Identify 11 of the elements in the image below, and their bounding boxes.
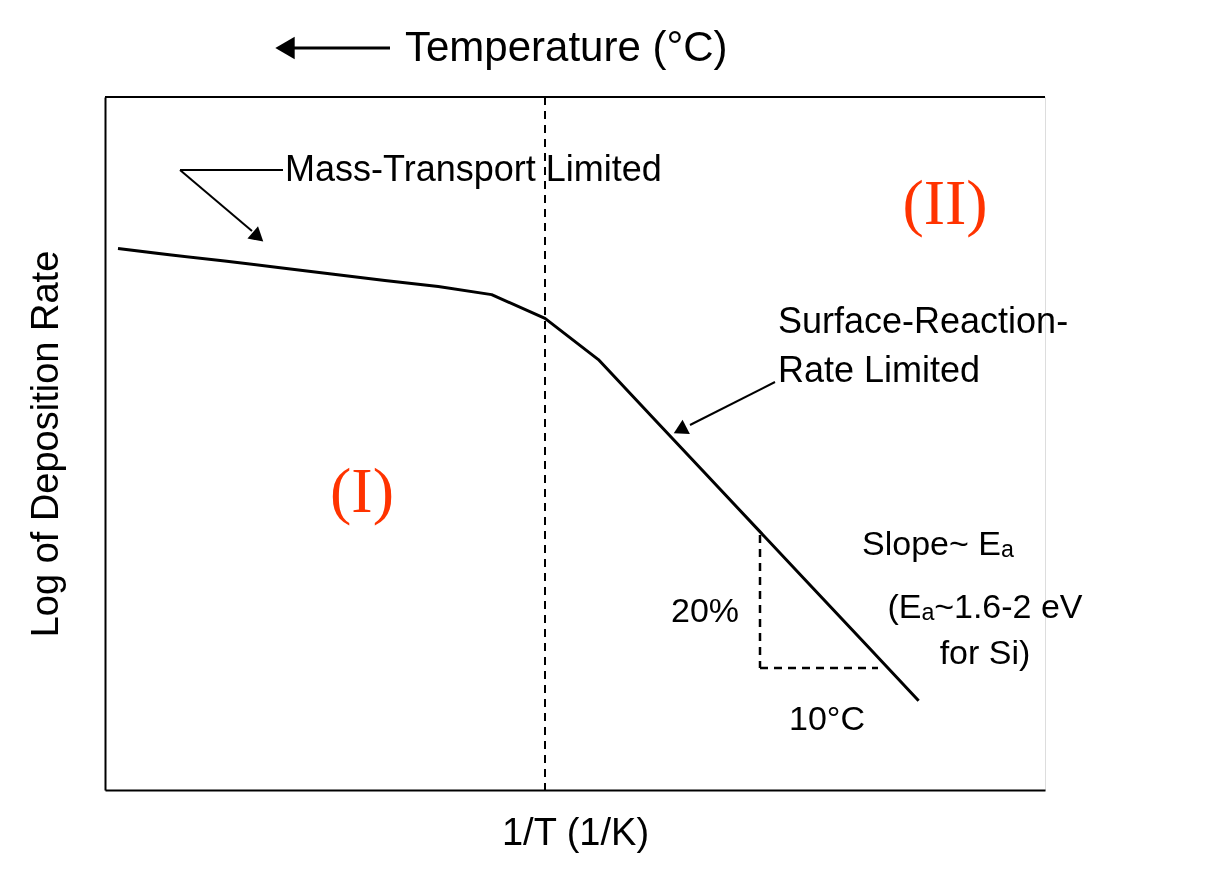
text: (II) bbox=[902, 167, 988, 238]
annotation: 10°C bbox=[789, 699, 865, 737]
x2-axis-title: Temperature (°C) bbox=[405, 23, 728, 70]
text: Mass-Transport Limited bbox=[285, 148, 662, 189]
y-axis-title: Log of Deposition Rate bbox=[23, 250, 66, 638]
annotation: 20% bbox=[670, 591, 740, 629]
annotation: (Eₐ~1.6-2 eV for Si) bbox=[887, 587, 1083, 671]
annotation: (I) bbox=[330, 455, 394, 526]
x-axis-title: 1/T (1/K) bbox=[501, 810, 650, 853]
annotation: Surface-Reaction- Rate Limited bbox=[778, 300, 1069, 390]
annotation: Slope~ Eₐ bbox=[862, 524, 1014, 562]
